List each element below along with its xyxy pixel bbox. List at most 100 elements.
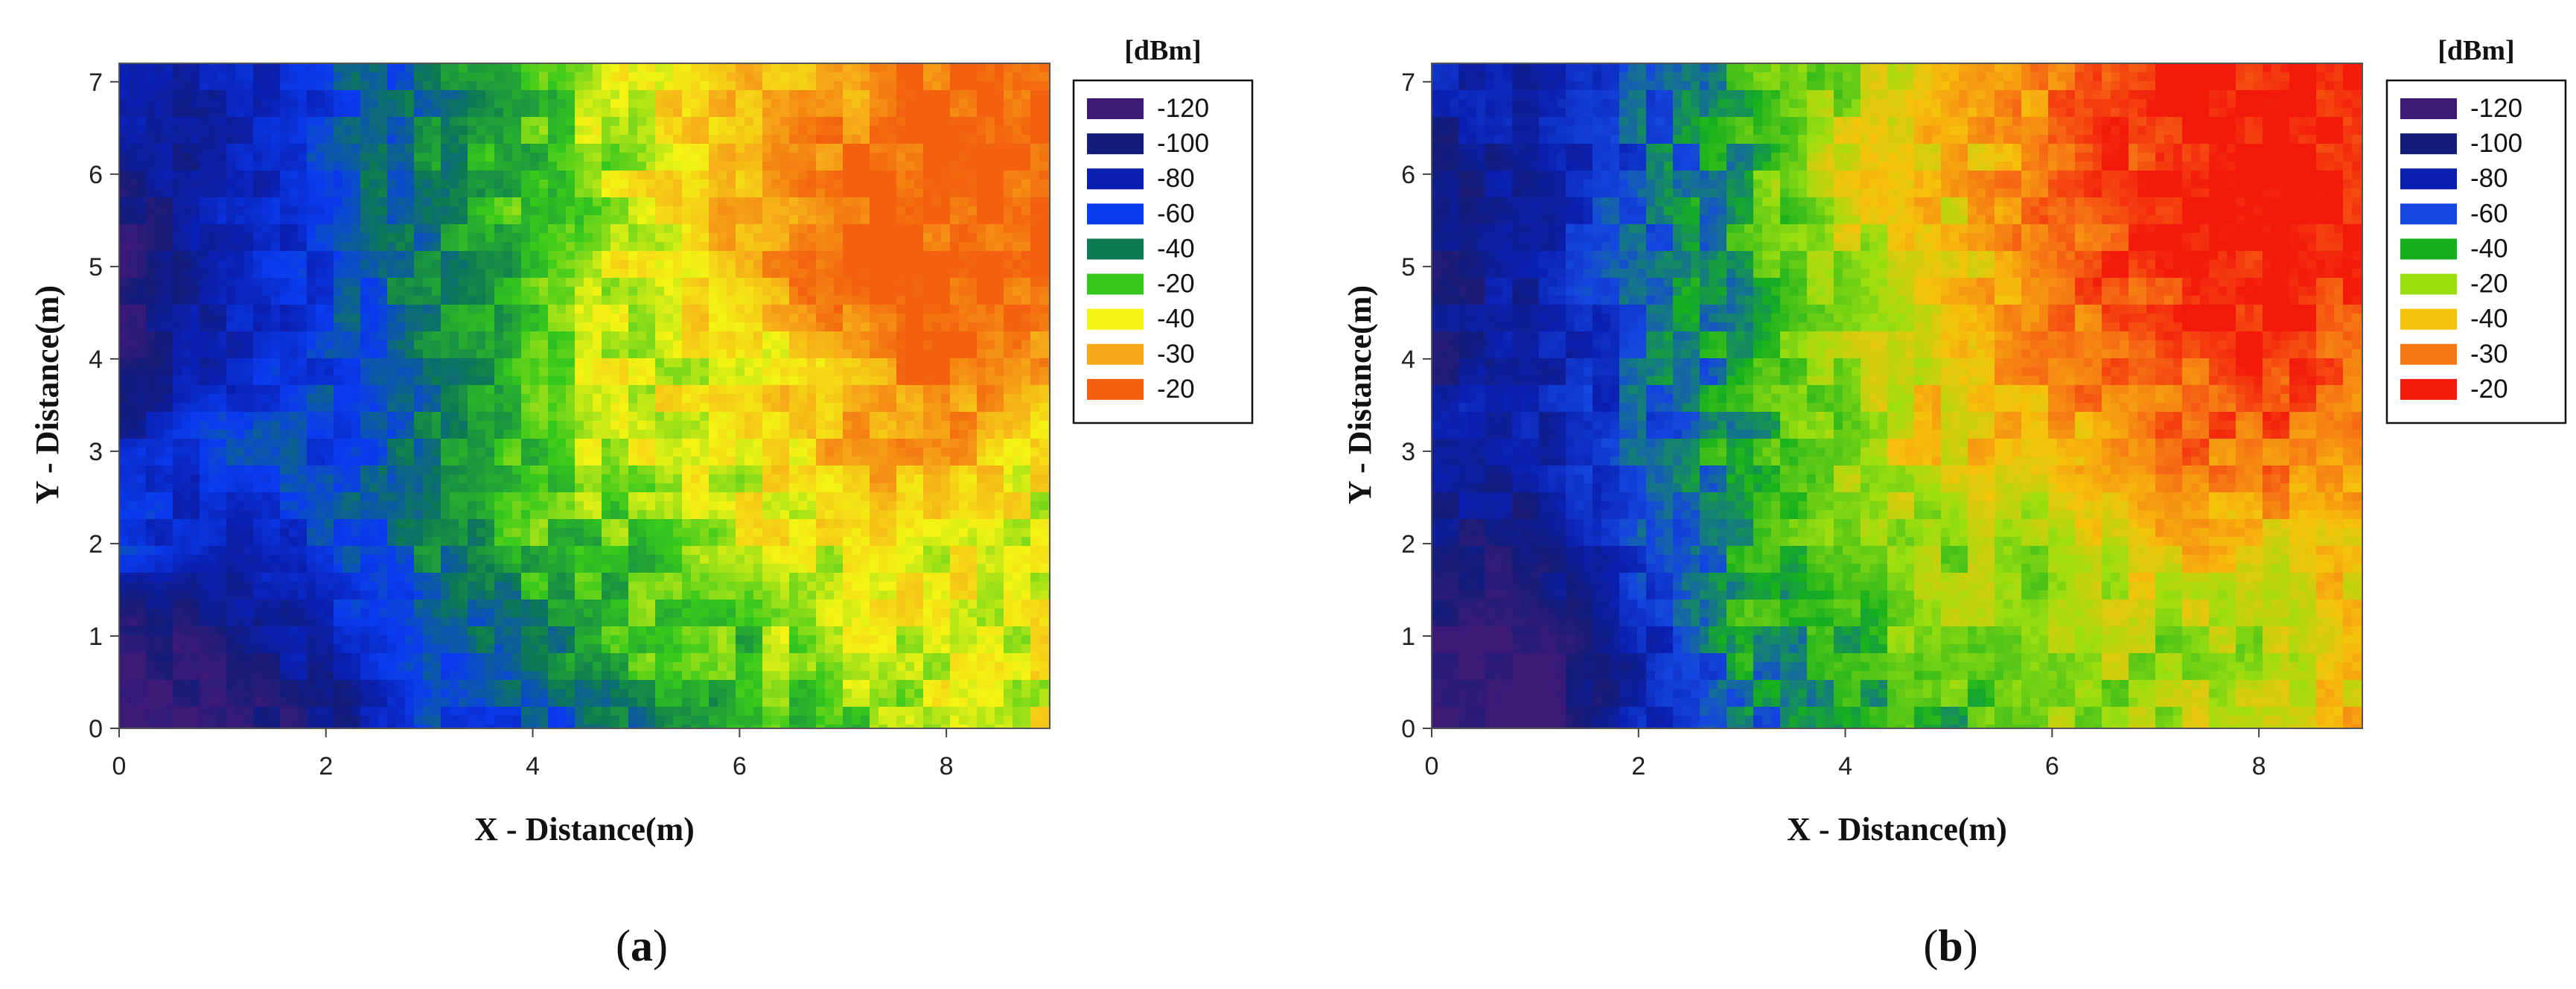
- heatmap-cell: [709, 465, 718, 474]
- heatmap-cell: [745, 179, 753, 188]
- heatmap-cell: [861, 296, 870, 305]
- heatmap-cell: [887, 269, 896, 278]
- heatmap-cell: [226, 171, 235, 179]
- heatmap-cell: [986, 179, 995, 188]
- heatmap-cell: [253, 197, 262, 206]
- heatmap-cell: [235, 296, 244, 305]
- heatmap-cell: [494, 474, 503, 483]
- heatmap-cell: [414, 412, 423, 421]
- heatmap-cell: [700, 367, 709, 376]
- heatmap-cell: [566, 314, 575, 322]
- heatmap-cell: [887, 242, 896, 251]
- heatmap-cell: [879, 430, 887, 439]
- heatmap-cell: [691, 171, 700, 179]
- heatmap-cell: [200, 474, 208, 483]
- heatmap-cell: [610, 197, 619, 206]
- heatmap-cell: [539, 314, 548, 322]
- heatmap-cell: [852, 153, 861, 162]
- heatmap-cell: [646, 278, 655, 287]
- heatmap-cell: [602, 331, 610, 340]
- heatmap-cell: [441, 260, 450, 269]
- heatmap-cell: [610, 358, 619, 367]
- heatmap-cell: [664, 314, 673, 322]
- heatmap-cell: [1013, 90, 1021, 99]
- heatmap-cell: [995, 376, 1004, 385]
- heatmap-cell: [476, 153, 485, 162]
- heatmap-cell: [619, 63, 628, 72]
- heatmap-cell: [986, 376, 995, 385]
- heatmap-cell: [146, 251, 155, 260]
- heatmap-cell: [155, 197, 164, 206]
- heatmap-cell: [879, 81, 887, 90]
- heatmap-cell: [932, 448, 941, 457]
- heatmap-cell: [432, 296, 441, 305]
- heatmap-cell: [521, 117, 530, 126]
- heatmap-cell: [557, 322, 566, 331]
- heatmap-cell: [164, 385, 173, 394]
- heatmap-cell: [879, 108, 887, 117]
- heatmap-cell: [128, 278, 137, 287]
- heatmap-cell: [351, 421, 360, 430]
- heatmap-cell: [494, 358, 503, 367]
- heatmap-cell: [271, 260, 280, 269]
- heatmap-cell: [843, 340, 852, 349]
- heatmap-cell: [226, 179, 235, 188]
- heatmap-cell: [441, 162, 450, 171]
- heatmap-cell: [968, 197, 977, 206]
- heatmap-cell: [173, 331, 182, 340]
- heatmap-cell: [628, 439, 637, 448]
- heatmap-cell: [950, 63, 959, 72]
- heatmap-cell: [503, 278, 512, 287]
- heatmap-cell: [450, 179, 459, 188]
- heatmap-cell: [378, 457, 387, 465]
- heatmap-cell: [995, 358, 1004, 367]
- heatmap-cell: [1021, 242, 1030, 251]
- heatmap-cell: [986, 349, 995, 358]
- heatmap-cell: [700, 314, 709, 322]
- heatmap-cell: [584, 349, 593, 358]
- heatmap-cell: [191, 99, 200, 108]
- heatmap-cell: [539, 81, 548, 90]
- heatmap-cell: [262, 171, 271, 179]
- heatmap-cell: [476, 287, 485, 296]
- heatmap-cell: [298, 331, 307, 340]
- heatmap-cell: [861, 403, 870, 412]
- heatmap-cell: [959, 179, 968, 188]
- heatmap-cell: [753, 206, 762, 215]
- heatmap-cell: [700, 331, 709, 340]
- heatmap-cell: [575, 90, 584, 99]
- heatmap-cell: [619, 430, 628, 439]
- heatmap-cell: [155, 421, 164, 430]
- heatmap-cell: [182, 394, 191, 403]
- heatmap-cell: [682, 135, 691, 144]
- heatmap-cell: [941, 63, 950, 72]
- heatmap-cell: [325, 457, 334, 465]
- heatmap-cell: [834, 117, 843, 126]
- heatmap-cell: [503, 242, 512, 251]
- heatmap-cell: [700, 90, 709, 99]
- heatmap-cell: [146, 233, 155, 242]
- heatmap-cell: [360, 206, 369, 215]
- heatmap-cell: [334, 233, 342, 242]
- heatmap-cell: [450, 421, 459, 430]
- heatmap-cell: [396, 215, 405, 224]
- heatmap-cell: [932, 349, 941, 358]
- heatmap-cell: [405, 349, 414, 358]
- heatmap-cell: [450, 126, 459, 135]
- heatmap-cell: [280, 72, 289, 81]
- heatmap-cell: [700, 403, 709, 412]
- heatmap-cell: [521, 412, 530, 421]
- heatmap-cell: [217, 448, 226, 457]
- heatmap-cell: [351, 144, 360, 153]
- heatmap-cell: [593, 72, 602, 81]
- heatmap-cell: [557, 179, 566, 188]
- heatmap-cell: [468, 376, 476, 385]
- heatmap-cell: [664, 99, 673, 108]
- heatmap-cell: [879, 278, 887, 287]
- heatmap-cell: [226, 448, 235, 457]
- heatmap-cell: [852, 206, 861, 215]
- heatmap-cell: [870, 224, 879, 233]
- heatmap-cell: [226, 63, 235, 72]
- heatmap-cell: [655, 126, 664, 135]
- heatmap-cell: [905, 296, 914, 305]
